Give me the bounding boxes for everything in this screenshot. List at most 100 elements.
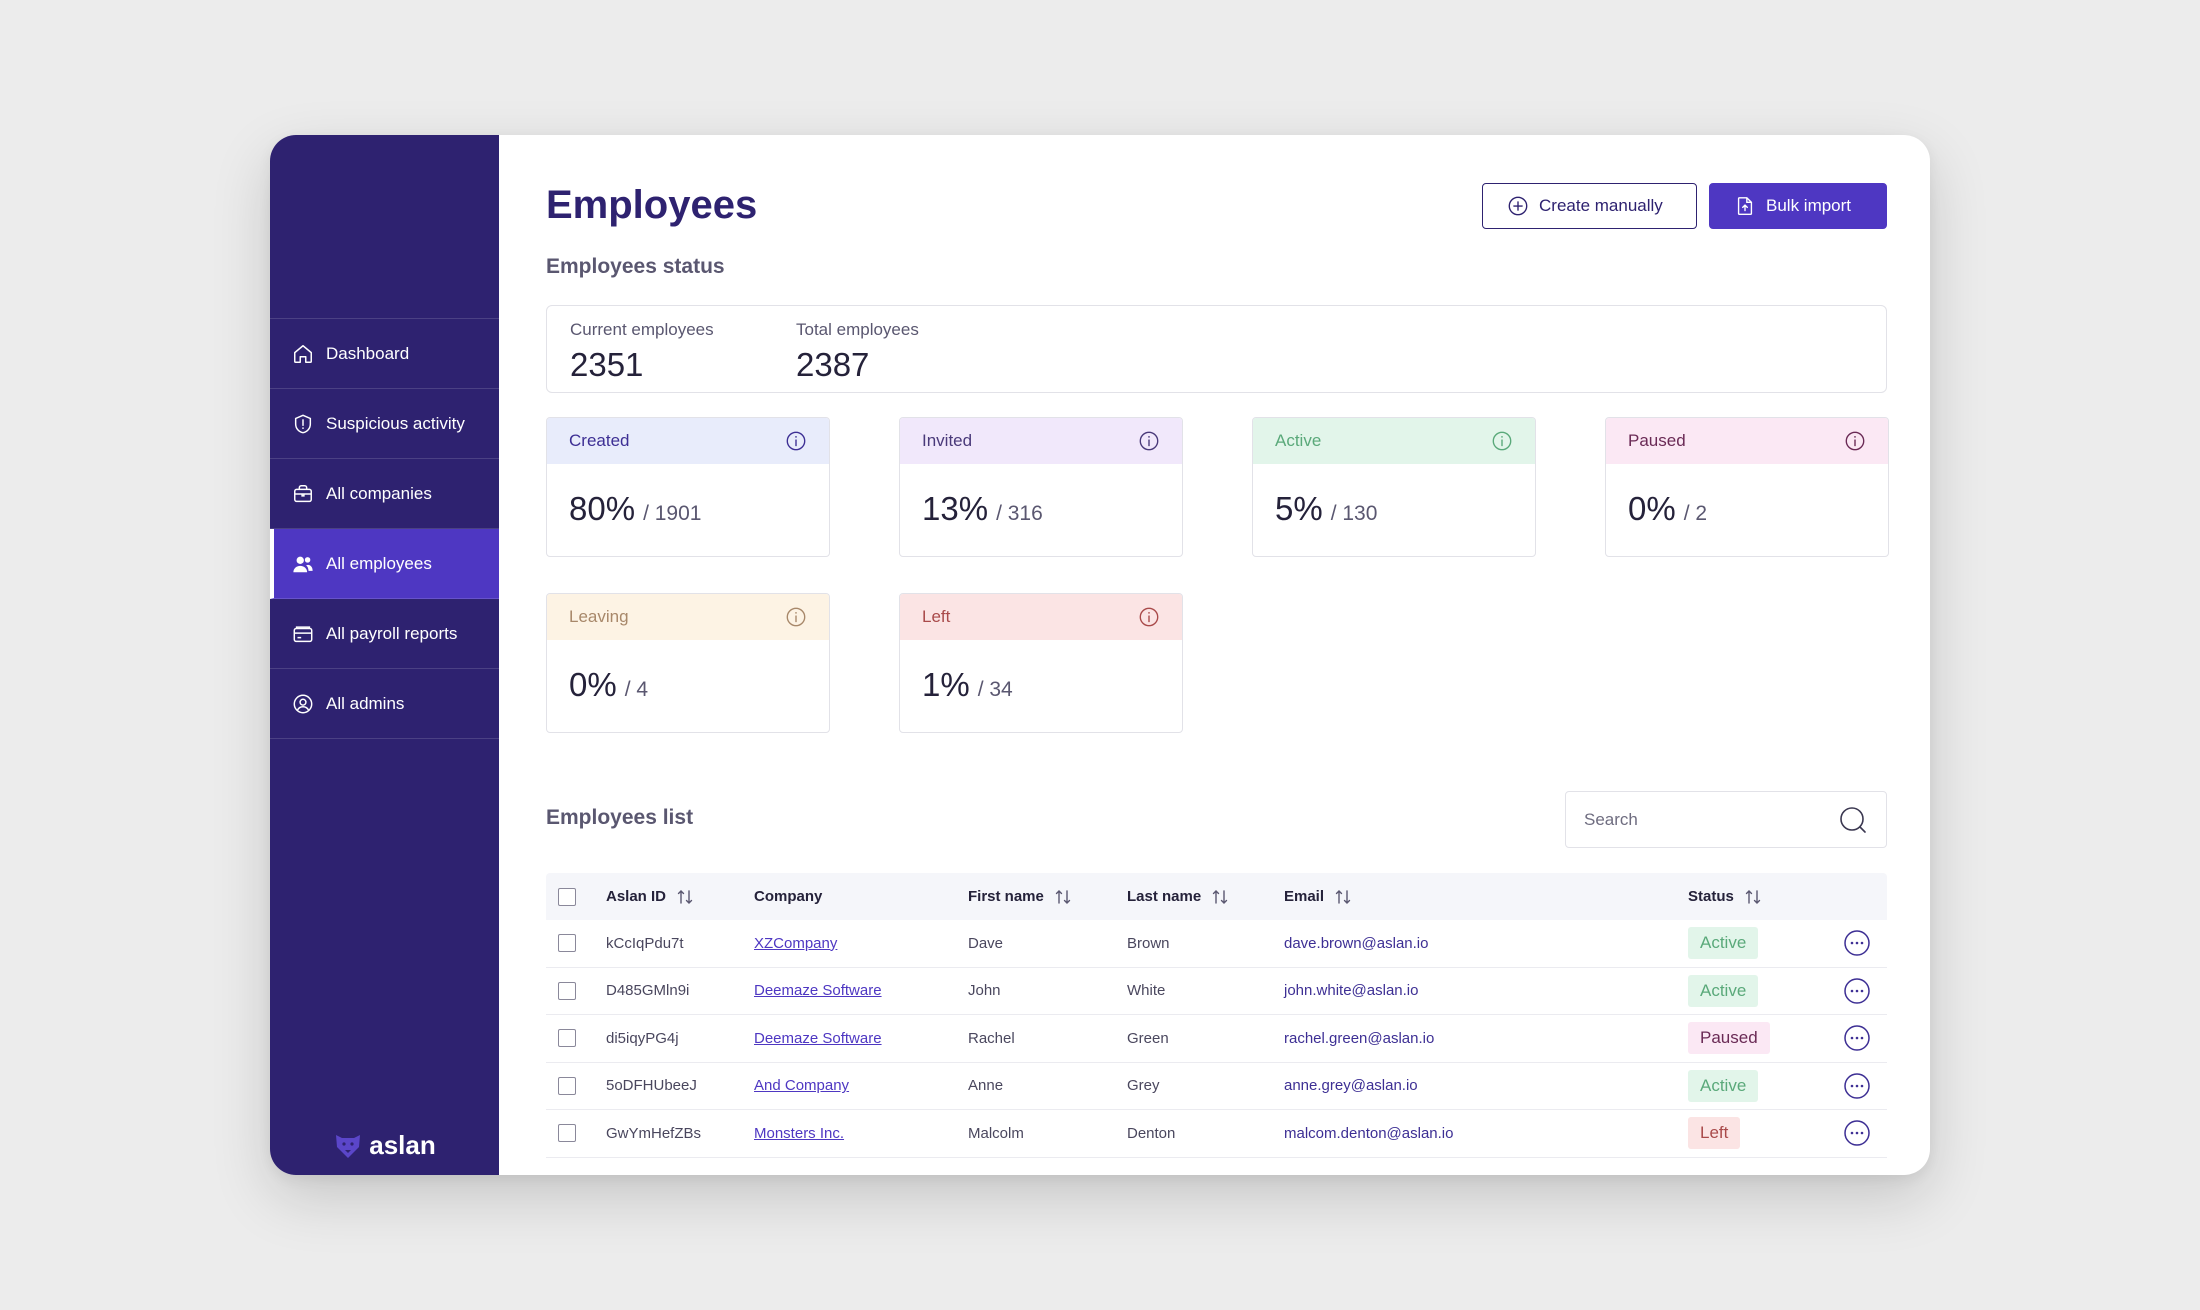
sort-icon[interactable] xyxy=(1054,888,1072,906)
row-checkbox[interactable] xyxy=(558,1124,576,1143)
total-employees-value: 2387 xyxy=(796,346,870,383)
employees-status-title: Employees status xyxy=(546,255,725,278)
card-label: Active xyxy=(1275,431,1322,450)
first-name-cell: Rachel xyxy=(968,1029,1015,1047)
company-link[interactable]: Deemaze Software xyxy=(754,1029,882,1047)
page-title: Employees xyxy=(546,183,758,227)
app-window: Dashboard Suspicious activity All compan… xyxy=(270,135,1930,1175)
sidebar-item-label: All employees xyxy=(326,553,432,573)
card-header: Left xyxy=(900,594,1182,640)
status-card-leaving: Leaving 0% / 4 xyxy=(546,593,830,733)
status-card-left: Left 1% / 34 xyxy=(899,593,1183,733)
sidebar-item-suspicious-activity[interactable]: Suspicious activity xyxy=(270,389,499,459)
card-body: 5% / 130 xyxy=(1253,464,1535,528)
status-card-created: Created 80% / 1901 xyxy=(546,417,830,557)
company-link[interactable]: Deemaze Software xyxy=(754,982,882,1000)
card-count: / 1901 xyxy=(643,502,702,525)
sidebar-item-all-companies[interactable]: All companies xyxy=(270,459,499,529)
sidebar-item-all-employees[interactable]: All employees xyxy=(270,529,499,599)
sidebar-item-all-admins[interactable]: All admins xyxy=(270,669,499,739)
company-link[interactable]: And Company xyxy=(754,1077,850,1095)
status-card-paused: Paused 0% / 2 xyxy=(1605,417,1889,557)
file-import-icon xyxy=(1737,197,1753,215)
sidebar-item-dashboard[interactable]: Dashboard xyxy=(270,319,499,389)
card-body: 0% / 4 xyxy=(547,640,829,704)
admin-icon xyxy=(293,694,313,713)
company-link[interactable]: Monsters Inc. xyxy=(754,1124,845,1142)
first-name-cell: John xyxy=(968,982,1001,1000)
card-percentage: 13% xyxy=(922,490,989,527)
card-body: 1% / 34 xyxy=(900,640,1182,704)
bulk-import-label: Bulk import xyxy=(1766,196,1852,215)
card-percentage: 1% xyxy=(922,666,970,703)
card-label: Invited xyxy=(922,431,973,450)
column-header-aslan-id[interactable]: Aslan ID xyxy=(606,873,694,920)
last-name-cell: Green xyxy=(1127,1029,1169,1047)
aslan-id-cell: kCcIqPdu7t xyxy=(606,934,684,952)
employees-list-title: Employees list xyxy=(546,806,694,829)
card-body: 0% / 2 xyxy=(1606,464,1888,528)
row-checkbox[interactable] xyxy=(558,934,576,953)
info-icon[interactable] xyxy=(1844,430,1866,452)
bulk-import-button[interactable]: Bulk import xyxy=(1709,183,1887,229)
info-icon[interactable] xyxy=(785,606,807,628)
search-input[interactable]: Search xyxy=(1565,791,1887,848)
first-name-cell: Anne xyxy=(968,1077,1004,1095)
column-header-status[interactable]: Status xyxy=(1688,873,1762,920)
more-options-icon[interactable] xyxy=(1843,1119,1871,1147)
select-all-checkbox[interactable] xyxy=(558,887,576,906)
card-body: 80% / 1901 xyxy=(547,464,829,528)
email-cell: dave.brown@aslan.io xyxy=(1284,934,1429,952)
column-label: Aslan ID xyxy=(606,888,667,905)
column-header-company[interactable]: Company xyxy=(754,873,822,920)
create-manually-button[interactable]: Create manually xyxy=(1482,183,1697,229)
info-icon[interactable] xyxy=(785,430,807,452)
company-link[interactable]: XZCompany xyxy=(754,934,838,952)
card-count: / 4 xyxy=(624,678,649,701)
column-label: Email xyxy=(1284,888,1325,905)
column-header-email[interactable]: Email xyxy=(1284,873,1352,920)
card-header: Active xyxy=(1253,418,1535,464)
wallet-icon xyxy=(293,625,313,642)
info-icon[interactable] xyxy=(1491,430,1513,452)
search-icon[interactable] xyxy=(1838,805,1868,835)
column-header-last-name[interactable]: Last name xyxy=(1127,873,1229,920)
sidebar-item-label: Suspicious activity xyxy=(326,413,465,433)
email-cell: malcom.denton@aslan.io xyxy=(1284,1124,1454,1142)
sort-icon[interactable] xyxy=(1211,888,1229,906)
card-header: Invited xyxy=(900,418,1182,464)
column-label: Company xyxy=(754,888,823,905)
card-percentage: 0% xyxy=(1628,490,1676,527)
email-cell: rachel.green@aslan.io xyxy=(1284,1029,1435,1047)
current-employees-stat: Current employees 2351 xyxy=(570,320,714,384)
more-options-icon[interactable] xyxy=(1843,1024,1871,1052)
status-card-invited: Invited 13% / 316 xyxy=(899,417,1183,557)
sidebar-item-label: All companies xyxy=(326,483,432,503)
sidebar-nav: Dashboard Suspicious activity All compan… xyxy=(270,318,499,739)
current-employees-label: Current employees xyxy=(570,320,714,339)
info-icon[interactable] xyxy=(1138,430,1160,452)
card-header: Leaving xyxy=(547,594,829,640)
lion-logo-icon xyxy=(336,1134,361,1158)
total-employees-label: Total employees xyxy=(796,320,919,339)
first-name-cell: Malcolm xyxy=(968,1124,1024,1142)
more-options-icon[interactable] xyxy=(1843,929,1871,957)
row-checkbox[interactable] xyxy=(558,1076,576,1095)
row-checkbox[interactable] xyxy=(558,1029,576,1048)
more-options-icon[interactable] xyxy=(1843,1072,1871,1100)
table-body: kCcIqPdu7t XZCompany Dave Brown dave.brown@a… xyxy=(546,920,1887,1158)
more-options-icon[interactable] xyxy=(1843,977,1871,1005)
sidebar-item-label: All admins xyxy=(326,693,405,713)
info-icon[interactable] xyxy=(1138,606,1160,628)
aslan-logo: aslan xyxy=(270,1130,499,1161)
sort-icon[interactable] xyxy=(1334,888,1352,906)
table-header: Aslan ID Company First name Last name Em… xyxy=(546,873,1887,920)
sort-icon[interactable] xyxy=(676,888,694,906)
sidebar-item-all-payroll-reports[interactable]: All payroll reports xyxy=(270,599,499,669)
sort-icon[interactable] xyxy=(1744,888,1762,906)
row-checkbox[interactable] xyxy=(558,981,576,1000)
card-label: Created xyxy=(569,431,630,450)
card-count: / 130 xyxy=(1330,502,1378,525)
plus-circle-icon xyxy=(1508,196,1528,216)
column-header-first-name[interactable]: First name xyxy=(968,873,1072,920)
